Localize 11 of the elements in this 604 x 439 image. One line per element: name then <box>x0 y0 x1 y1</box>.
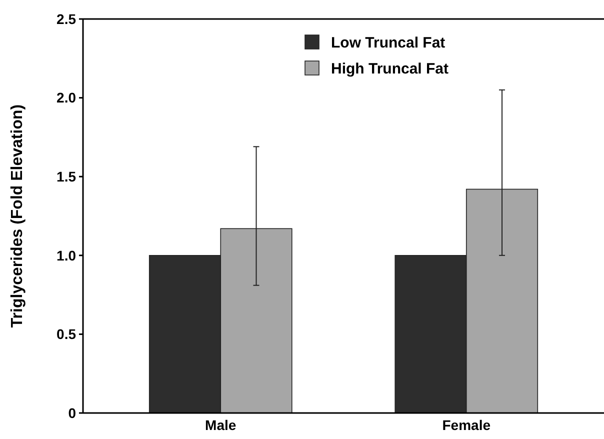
y-tick-label: 1.5 <box>56 168 76 184</box>
y-tick-label: 1.0 <box>56 247 76 264</box>
y-tick-label: 2.0 <box>56 90 76 106</box>
legend-label: High Truncal Fat <box>331 60 449 78</box>
x-tick-label: Female <box>442 417 491 433</box>
x-tick-label: Male <box>205 417 236 433</box>
y-tick-label: 0.5 <box>56 326 76 342</box>
y-tick-label: 0 <box>68 404 76 421</box>
y-tick-label: 2.5 <box>56 10 76 27</box>
y-axis-title: Triglycerides (Fold Elevation) <box>9 104 26 328</box>
legend-label: Low Truncal Fat <box>331 34 446 52</box>
